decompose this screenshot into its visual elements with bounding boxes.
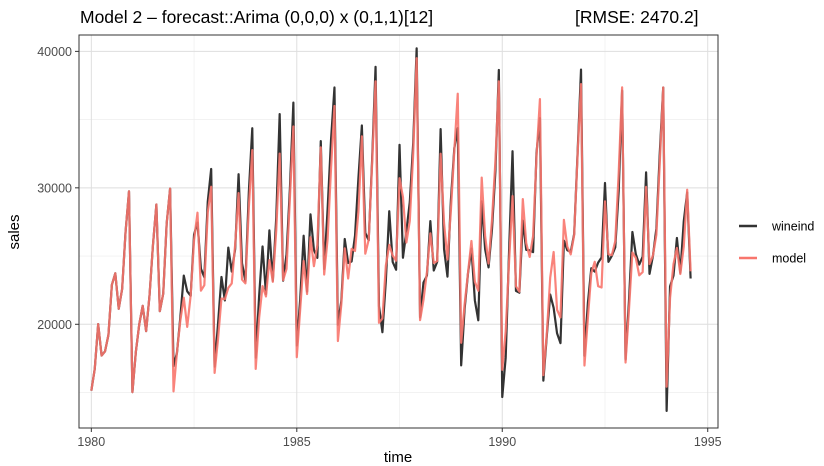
y-tick-label: 40000 <box>37 45 72 59</box>
y-tick-label: 20000 <box>37 318 72 332</box>
y-tick-label: 30000 <box>37 181 72 195</box>
x-tick-label: 1995 <box>694 435 722 449</box>
plot-panel <box>78 34 719 429</box>
legend: wineind model <box>739 220 814 266</box>
x-tick-label: 1980 <box>77 435 105 449</box>
x-axis: 1980 1985 1990 1995 <box>77 428 722 449</box>
plot-panel-border <box>78 34 719 429</box>
y-axis-title: sales <box>6 214 23 249</box>
series-line-model <box>90 57 692 394</box>
series-layer <box>90 47 692 413</box>
x-tick-label: 1985 <box>283 435 311 449</box>
legend-label-wineind: wineind <box>771 220 814 234</box>
x-tick-label: 1990 <box>488 435 516 449</box>
legend-label-model: model <box>772 252 806 266</box>
chart-title: Model 2 – forecast::Arima (0,0,0) x (0,1… <box>80 7 433 27</box>
chart-subtitle: [RMSE: 2470.2] <box>575 7 699 27</box>
y-axis: 20000 30000 40000 <box>37 45 79 332</box>
x-axis-title: time <box>384 449 412 466</box>
